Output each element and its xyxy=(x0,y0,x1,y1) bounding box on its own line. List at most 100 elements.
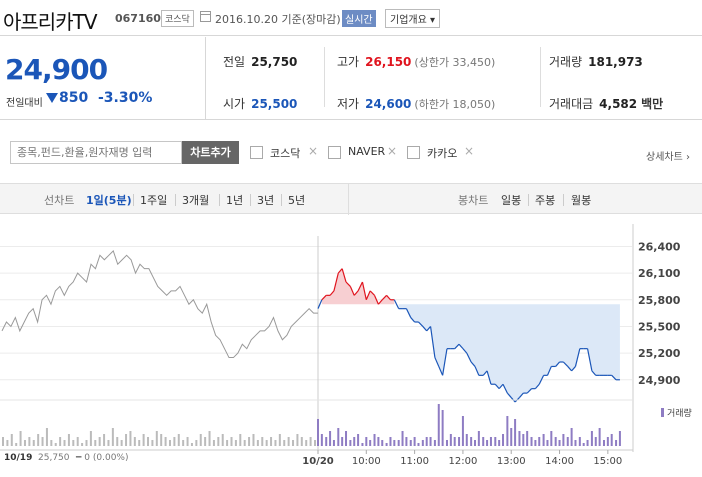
price-segment xyxy=(555,361,560,367)
price-segment xyxy=(546,366,552,376)
stat-value: 26,150 xyxy=(365,55,412,69)
price-segment xyxy=(571,366,576,372)
volume-bar xyxy=(287,437,290,446)
volume-bar xyxy=(199,434,202,446)
compare-checkbox-naver[interactable] xyxy=(328,146,341,159)
stat-label: 거래량 xyxy=(549,55,583,69)
tab-weekly[interactable]: 주봉 xyxy=(535,194,556,207)
volume-bar xyxy=(177,434,180,446)
stat-value: 24,600 xyxy=(365,97,412,111)
volume-bar xyxy=(270,437,273,446)
price-segment xyxy=(474,366,480,376)
compare-checkbox-kosdaq[interactable] xyxy=(250,146,263,159)
volume-bar xyxy=(45,428,48,446)
volume-bar xyxy=(296,434,299,446)
tab-daily[interactable]: 일봉 xyxy=(501,194,522,207)
volume-bar xyxy=(349,440,352,446)
price-segment xyxy=(498,383,504,390)
volume-bar xyxy=(433,440,436,446)
volume-bar xyxy=(182,440,185,446)
price-segment xyxy=(438,366,444,376)
stat-value: 25,500 xyxy=(251,97,298,111)
x-tick-label: 11:00 xyxy=(400,456,429,467)
volume-bar xyxy=(449,434,452,446)
divider xyxy=(563,194,564,206)
volume-bar xyxy=(534,440,537,446)
price-change: 850 xyxy=(59,90,89,106)
price-segment xyxy=(454,343,460,350)
volume-bar xyxy=(23,440,26,446)
volume-bar xyxy=(300,437,303,446)
divider xyxy=(324,47,325,107)
stat-open: 시가 25,500 xyxy=(223,95,297,112)
y-tick-label: 25,800 xyxy=(638,294,681,307)
volume-bar xyxy=(441,410,444,446)
volume-bar xyxy=(530,437,533,446)
divider xyxy=(281,194,282,206)
stat-label: 저가 xyxy=(337,97,360,111)
compare-search-input[interactable] xyxy=(10,141,182,164)
stat-amount: 거래대금 4,582 백만 xyxy=(549,95,663,112)
y-tick-label: 25,500 xyxy=(638,320,681,333)
x-tick-label: 10/20 xyxy=(302,456,334,467)
price-segment xyxy=(357,281,363,292)
volume-bar xyxy=(186,437,189,446)
remove-naver-icon[interactable]: × xyxy=(387,144,398,158)
volume-bar xyxy=(574,440,577,446)
volume-bar xyxy=(32,440,35,446)
volume-bar xyxy=(510,428,513,446)
price-segment xyxy=(470,361,476,367)
volume-bar xyxy=(111,428,114,446)
price-segment xyxy=(317,299,323,309)
volume-bar xyxy=(425,437,428,446)
add-chart-button[interactable]: 차트추가 xyxy=(182,141,239,164)
volume-bar xyxy=(155,431,158,446)
divider xyxy=(540,47,541,107)
realtime-button[interactable]: 실시간 xyxy=(342,10,376,27)
chart-period-tabs: 선차트 1일(5분) 1주일 3개월 1년 3년 5년 봉차트 일봉 주봉 월봉 xyxy=(0,183,702,215)
volume-bar xyxy=(120,440,123,446)
tab-monthly[interactable]: 월봉 xyxy=(571,194,592,207)
volume-bar xyxy=(566,437,569,446)
volume-bar xyxy=(594,437,597,446)
volume-bar xyxy=(2,437,4,446)
volume-bar xyxy=(437,404,440,446)
compare-checkbox-kakao[interactable] xyxy=(407,146,420,159)
volume-bar xyxy=(554,437,557,446)
volume-bar xyxy=(15,443,18,446)
tab-1week[interactable]: 1주일 xyxy=(140,194,168,207)
remove-kosdaq-icon[interactable]: × xyxy=(308,144,319,158)
volume-bar xyxy=(558,440,561,446)
volume-bar xyxy=(6,440,9,446)
volume-bar xyxy=(405,437,408,446)
tab-5year[interactable]: 5년 xyxy=(288,194,306,207)
remove-kakao-icon[interactable]: × xyxy=(464,144,475,158)
price-segment xyxy=(502,383,508,394)
volume-bar xyxy=(274,440,277,446)
volume-bar xyxy=(320,434,323,446)
volume-bar xyxy=(72,440,75,446)
candle-chart-label: 봉차트 xyxy=(458,194,489,207)
price-segment xyxy=(337,268,343,274)
detail-chart-link[interactable]: 상세차트 › xyxy=(646,152,690,163)
volume-bar xyxy=(54,443,57,446)
tab-3month[interactable]: 3개월 xyxy=(182,194,210,207)
tab-1year[interactable]: 1년 xyxy=(226,194,244,207)
price-block: 24,900 전일대비 850 -3.30% xyxy=(0,37,206,119)
tab-1day[interactable]: 1일(5분) xyxy=(86,194,132,207)
intraday-chart[interactable]: 26,400 26,100 25,800 25,500 25,200 24,900 거래량 1… xyxy=(0,214,702,477)
price-segment xyxy=(377,299,383,305)
company-info-button[interactable]: 기업개요 ▾ xyxy=(385,9,440,28)
volume-bar xyxy=(538,437,541,446)
volume-bar xyxy=(393,440,396,446)
volume-bar xyxy=(542,434,545,446)
price-segment xyxy=(538,375,545,385)
volume-bar xyxy=(19,431,22,446)
volume-bar xyxy=(598,428,601,446)
volume-bar xyxy=(477,431,480,446)
tab-3year[interactable]: 3년 xyxy=(257,194,275,207)
volume-bar xyxy=(208,431,211,446)
volume-bar xyxy=(325,437,328,446)
price-segment xyxy=(426,326,432,332)
volume-bar xyxy=(345,431,348,446)
